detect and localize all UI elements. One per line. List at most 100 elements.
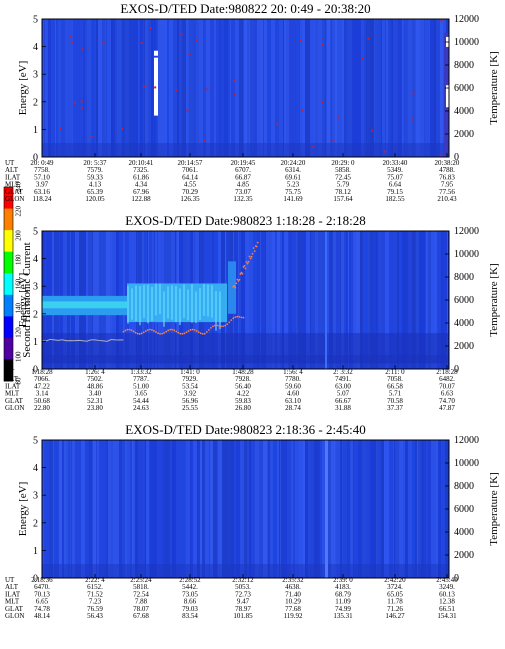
temperature-point [218,324,220,327]
spectrogram-streak [389,231,390,369]
temperature-point [233,285,236,287]
spectrogram-streak [299,19,300,157]
spectrogram-streak [129,19,130,157]
spectrogram-streak [106,440,108,578]
spectrogram-streak [165,440,168,578]
spectrogram-streak [417,440,418,578]
spectrogram-streak [368,231,370,369]
temperature-point [142,331,145,334]
colorbar-segment [4,208,13,231]
spectrogram-panel: EXOS-D/TED Date:980823 2:18:36 - 2:45:40… [5,422,500,620]
colorbar-tick-label: 240 [15,181,23,192]
spectrogram-streak [95,19,96,157]
temperature-point [236,315,239,318]
spectrogram-streak [353,231,356,369]
noise-speck [175,89,178,92]
spectrogram-streak [246,231,249,369]
temperature-trace [42,338,124,342]
spectrogram-streak [205,440,209,578]
table-cell: 7502. [87,375,103,383]
temperature-point [247,260,250,263]
spectrogram-streak [138,440,140,578]
spectrogram-streak [398,440,399,578]
spectrogram-streak [293,440,295,578]
colorbar-tick-label: 120 [15,327,23,338]
table-cell: 8.66 [184,598,197,606]
noise-speck [180,33,183,36]
spectrogram-streak [393,19,397,157]
temperature-point [146,329,149,331]
table-cell: 76.83 [439,173,455,181]
y-tick-label: 5 [33,15,38,26]
spectrogram-streak [162,19,163,157]
table-cell: 22.80 [34,404,50,412]
spectrogram-streak [245,231,246,369]
temperature-point [240,316,243,319]
table-cell: 7.88 [135,598,148,606]
noise-speck [440,19,443,22]
y-tick-label: 3 [33,491,38,502]
table-cell: 72.45 [335,173,351,181]
y-tick-label: 5 [33,436,38,447]
table-cell: 7491. [335,375,351,383]
table-cell: 48.14 [34,612,50,620]
y2-tick-label: 10000 [454,37,479,48]
temperature-point [207,329,210,331]
table-cell: 20:33:40 [383,159,408,167]
table-cell: 20:10:41 [129,159,154,167]
spectrogram-streak [235,19,239,157]
spectrogram-streak [236,440,240,578]
spectrogram-streak [305,440,306,578]
y2-tick-label: 2000 [454,129,474,140]
spectrogram-streak [321,440,322,578]
temperature-point [128,328,131,331]
table-cell: 1:18:28 [31,368,53,376]
spectrogram-streak [399,231,402,369]
spectrogram-streak [47,440,48,578]
table-cell: 25.55 [182,404,198,412]
spectrogram-streak [231,19,233,157]
temperature-point [169,328,172,331]
spectrogram-streak [49,440,53,578]
table-cell: 77.56 [439,188,455,196]
spectrogram-streak [415,231,416,369]
spectrogram-streak [241,231,245,369]
spectrogram-streak [121,19,122,157]
table-cell: 135.31 [333,612,353,620]
spectrogram-streak [434,231,437,369]
spectrogram-streak [139,19,140,157]
temperature-point [212,325,214,328]
table-cell: 65.39 [87,188,103,196]
spectrogram-streak [346,19,348,157]
spectrogram-streak [254,19,257,157]
noise-speck [81,106,84,109]
table-row-label: GLON [5,195,24,203]
spectrogram-streak [325,231,327,369]
y-tick-label: 5 [33,227,38,238]
spectrogram-streak [162,440,165,578]
plasma-blob-streak [215,291,217,331]
spectrogram-streak [277,231,280,369]
spectrogram-streak [373,231,376,369]
spectrogram-streak [400,440,403,578]
spectrogram-streak [189,19,193,157]
spectrogram-streak [352,231,353,369]
spectrogram-streak [271,19,275,157]
spectrogram-streak [354,440,358,578]
table-cell: 1:48:28 [232,368,254,376]
spectrogram-streak [424,440,426,578]
spectrogram-streak [213,440,217,578]
spectrogram-streak [404,19,405,157]
spectrogram-streak [240,440,244,578]
table-cell: 75.75 [285,188,301,196]
spectrogram-streak [250,19,254,157]
spectrogram-streak [111,19,113,157]
spectrogram-streak [61,19,65,157]
spectrogram-streak [87,19,91,157]
spectrogram-streak [261,231,265,369]
temperature-point [250,255,253,258]
temperature-point [163,332,166,334]
noise-speck [186,109,189,112]
spectrogram-streak [347,440,350,578]
noise-speck [121,127,124,130]
